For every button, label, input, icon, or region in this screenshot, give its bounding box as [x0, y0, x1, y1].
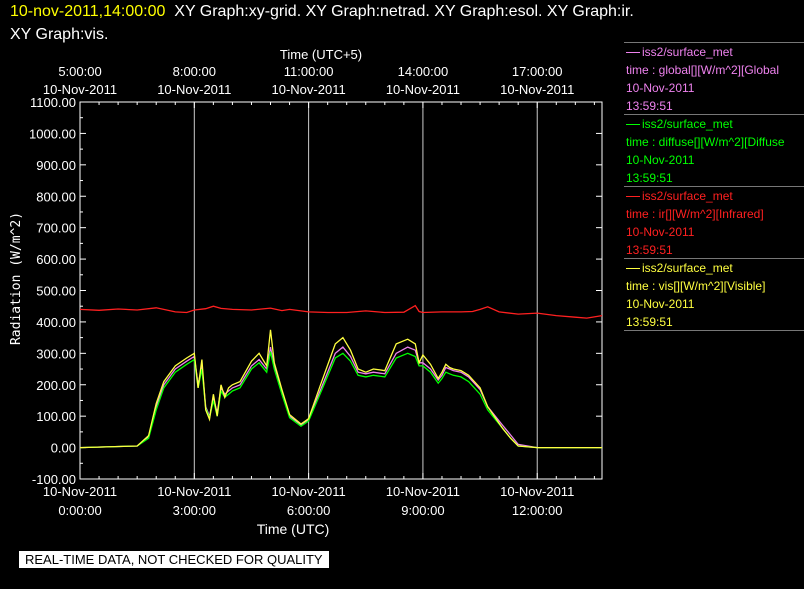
x-tick-date: 10-Nov-2011 — [272, 484, 346, 499]
x-tick-date: 10-Nov-2011 — [157, 484, 231, 499]
y-tick-label: 500.00 — [36, 284, 76, 299]
legend-time: 13:59:51 — [626, 315, 673, 329]
x-top-tick-date: 10-Nov-2011 — [500, 82, 574, 97]
legend-variable: time : diffuse[][W/m^2][Diffuse — [626, 135, 785, 149]
legend-time: 13:59:51 — [626, 243, 673, 257]
legend-source: iss2/surface_met — [626, 259, 804, 277]
legend-source: iss2/surface_met — [626, 187, 804, 205]
legend-swatch — [626, 268, 640, 270]
y-tick-label: 100.00 — [36, 409, 76, 424]
x-top-tick-date: 10-Nov-2011 — [43, 82, 117, 97]
x-top-tick-time: 8:00:00 — [173, 64, 216, 79]
y-tick-label: 1000.00 — [29, 126, 76, 141]
y-axis-title: Radiation (W/m^2) — [9, 212, 24, 345]
chart-title-text: XY Graph:xy-grid. XY Graph:netrad. XY Gr… — [174, 3, 634, 20]
legend-source: iss2/surface_met — [626, 115, 804, 133]
chart-title-line-2: XY Graph:vis. — [10, 26, 109, 43]
x-tick-time: 9:00:00 — [401, 503, 444, 518]
series-line-vis — [79, 329, 602, 449]
y-tick-label: 900.00 — [36, 158, 76, 173]
x-tick-time: 0:00:00 — [58, 503, 101, 518]
legend-date: 10-Nov-2011 — [626, 225, 695, 239]
x-top-axis-title: Time (UTC+5) — [280, 47, 362, 62]
x-tick-date: 10-Nov-2011 — [500, 484, 574, 499]
x-top-tick-date: 10-Nov-2011 — [157, 82, 231, 97]
plot-frame — [79, 101, 603, 480]
legend-source: iss2/surface_met — [626, 43, 804, 61]
legend-date: 10-Nov-2011 — [626, 81, 695, 95]
legend-time: 13:59:51 — [626, 99, 673, 113]
y-tick-label: 800.00 — [36, 189, 76, 204]
legend-date: 10-Nov-2011 — [626, 153, 695, 167]
x-axis-title: Time (UTC) — [257, 521, 330, 537]
legend-separator — [624, 258, 804, 259]
legend-separator — [624, 330, 804, 331]
legend-separator — [624, 42, 804, 43]
x-top-tick-date: 10-Nov-2011 — [386, 82, 460, 97]
legend-swatch — [626, 124, 640, 126]
chart-title-line-1: 10-nov-2011,14:00:00 XY Graph:xy-grid. X… — [10, 3, 634, 21]
x-tick-time: 6:00:00 — [287, 503, 330, 518]
x-top-tick-time: 17:00:00 — [512, 64, 563, 79]
y-tick-label: 300.00 — [36, 346, 76, 361]
legend-variable: time : vis[][W/m^2][Visible] — [626, 279, 766, 293]
x-top-tick-time: 14:00:00 — [398, 64, 449, 79]
legend-source-text: iss2/surface_met — [642, 45, 733, 59]
x-top-tick-time: 5:00:00 — [58, 64, 101, 79]
legend-swatch — [626, 52, 640, 54]
legend-source-text: iss2/surface_met — [642, 261, 733, 275]
legend-source-text: iss2/surface_met — [642, 117, 733, 131]
x-tick-time: 3:00:00 — [173, 503, 216, 518]
y-tick-label: 600.00 — [36, 252, 76, 267]
x-top-tick-time: 11:00:00 — [284, 64, 334, 79]
legend-separator — [624, 114, 804, 115]
legend-swatch — [626, 196, 640, 198]
x-tick-date: 10-Nov-2011 — [43, 484, 117, 499]
x-tick-date: 10-Nov-2011 — [386, 484, 460, 499]
y-tick-label: 200.00 — [36, 378, 76, 393]
legend-variable: time : ir[][W/m^2][Infrared] — [626, 207, 764, 221]
quality-notice: REAL-TIME DATA, NOT CHECKED FOR QUALITY — [19, 551, 329, 568]
x-tick-time: 12:00:00 — [512, 503, 563, 518]
legend-time: 13:59:51 — [626, 171, 673, 185]
legend-date: 10-Nov-2011 — [626, 297, 695, 311]
y-tick-label: 0.00 — [51, 441, 76, 456]
chart-timestamp: 10-nov-2011,14:00:00 — [10, 3, 166, 20]
series-line-ir — [79, 304, 603, 319]
y-tick-label: 400.00 — [36, 315, 76, 330]
x-top-tick-date: 10-Nov-2011 — [272, 82, 346, 97]
y-tick-label: 700.00 — [36, 221, 76, 236]
legend-source-text: iss2/surface_met — [642, 189, 733, 203]
legend-separator — [624, 186, 804, 187]
legend-variable: time : global[][W/m^2][Global — [626, 63, 780, 77]
y-tick-label: -100.00 — [32, 472, 76, 487]
y-tick-label: 1100.00 — [30, 95, 76, 110]
